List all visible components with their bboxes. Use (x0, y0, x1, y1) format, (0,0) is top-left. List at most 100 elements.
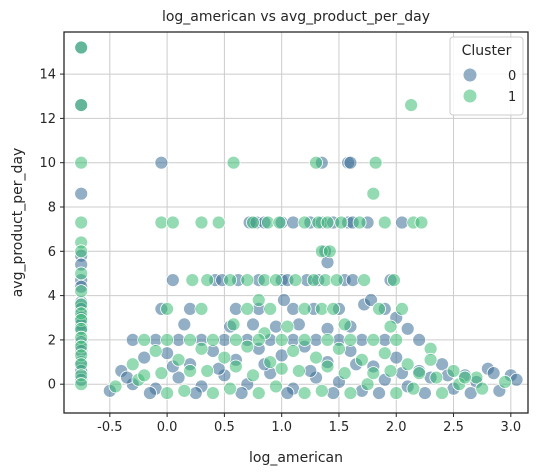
data-point (476, 382, 489, 395)
x-tick-label: 1.5 (329, 420, 350, 435)
data-point (315, 384, 328, 397)
data-point (273, 216, 286, 229)
x-tick-label: 2.0 (386, 420, 407, 435)
legend: Cluster 0 1 (450, 37, 523, 115)
data-point (319, 274, 332, 287)
data-point (121, 371, 134, 384)
data-point (298, 302, 311, 315)
data-point (178, 318, 191, 331)
data-point (298, 333, 311, 346)
data-point (275, 362, 288, 375)
data-point (252, 387, 265, 400)
data-point (178, 384, 191, 397)
data-point (247, 369, 260, 382)
data-point (353, 216, 366, 229)
data-point (229, 302, 242, 315)
x-tick-label: 1.0 (271, 420, 292, 435)
data-point (161, 347, 174, 360)
data-point (172, 353, 185, 366)
data-point (138, 333, 151, 346)
data-point (387, 274, 400, 287)
data-point (355, 353, 368, 366)
data-point (201, 274, 214, 287)
data-point (367, 333, 380, 346)
data-point (367, 367, 380, 380)
x-tick-label: 3.0 (500, 420, 521, 435)
data-point (269, 320, 282, 333)
data-point (264, 356, 277, 369)
data-point (405, 99, 418, 112)
data-point (241, 274, 254, 287)
data-point (247, 318, 260, 331)
data-point (310, 333, 323, 346)
data-point (75, 285, 88, 298)
x-tick-label: 2.5 (443, 420, 464, 435)
data-point (321, 216, 334, 229)
data-point (275, 333, 288, 346)
data-point (355, 333, 368, 346)
data-point (436, 387, 449, 400)
data-point (407, 382, 420, 395)
data-point (109, 380, 122, 393)
data-point (75, 378, 88, 391)
data-point (195, 342, 208, 355)
data-point (395, 302, 408, 315)
data-point (218, 333, 231, 346)
data-point (390, 351, 403, 364)
legend-marker-1 (464, 90, 477, 103)
data-point (201, 364, 214, 377)
y-tick-label: 4 (48, 289, 56, 304)
data-point (401, 358, 414, 371)
data-point (264, 302, 277, 315)
data-point (229, 360, 242, 373)
data-point (195, 216, 208, 229)
data-point (298, 216, 311, 229)
data-point (247, 216, 260, 229)
data-point (241, 340, 254, 353)
data-point (384, 320, 397, 333)
y-tick-label: 14 (39, 68, 56, 83)
data-point (184, 302, 197, 315)
y-axis-label: avg_product_per_day (10, 148, 26, 298)
data-point (149, 344, 162, 357)
data-point (261, 216, 274, 229)
data-point (189, 387, 202, 400)
data-point (75, 245, 88, 258)
chart-title: log_american vs avg_product_per_day (162, 9, 430, 25)
data-point (327, 302, 340, 315)
x-axis-label: log_american (249, 450, 343, 466)
data-point (510, 373, 523, 386)
data-point (229, 333, 242, 346)
data-point (330, 274, 343, 287)
data-point (75, 41, 88, 54)
data-point (241, 302, 254, 315)
data-point (126, 358, 139, 371)
data-point (258, 274, 271, 287)
x-tick-label: 0.0 (157, 420, 178, 435)
data-point (315, 302, 328, 315)
data-point (269, 380, 282, 393)
data-point (218, 351, 231, 364)
data-point (172, 333, 185, 346)
data-point (252, 333, 265, 346)
data-point (224, 274, 237, 287)
data-point (126, 333, 139, 346)
data-point (227, 318, 240, 331)
data-point (304, 364, 317, 377)
data-point (384, 364, 397, 377)
data-point (75, 267, 88, 280)
data-point (289, 274, 302, 287)
data-point (458, 371, 471, 384)
data-point (378, 216, 391, 229)
data-point (321, 333, 334, 346)
data-point (75, 216, 88, 229)
data-point (307, 274, 320, 287)
y-tick-label: 0 (48, 378, 56, 393)
data-point (161, 302, 174, 315)
legend-marker-0 (464, 69, 477, 82)
legend-label-1: 1 (508, 90, 516, 105)
data-point (287, 216, 300, 229)
data-point (424, 353, 437, 366)
data-point (310, 351, 323, 364)
data-point (224, 382, 237, 395)
